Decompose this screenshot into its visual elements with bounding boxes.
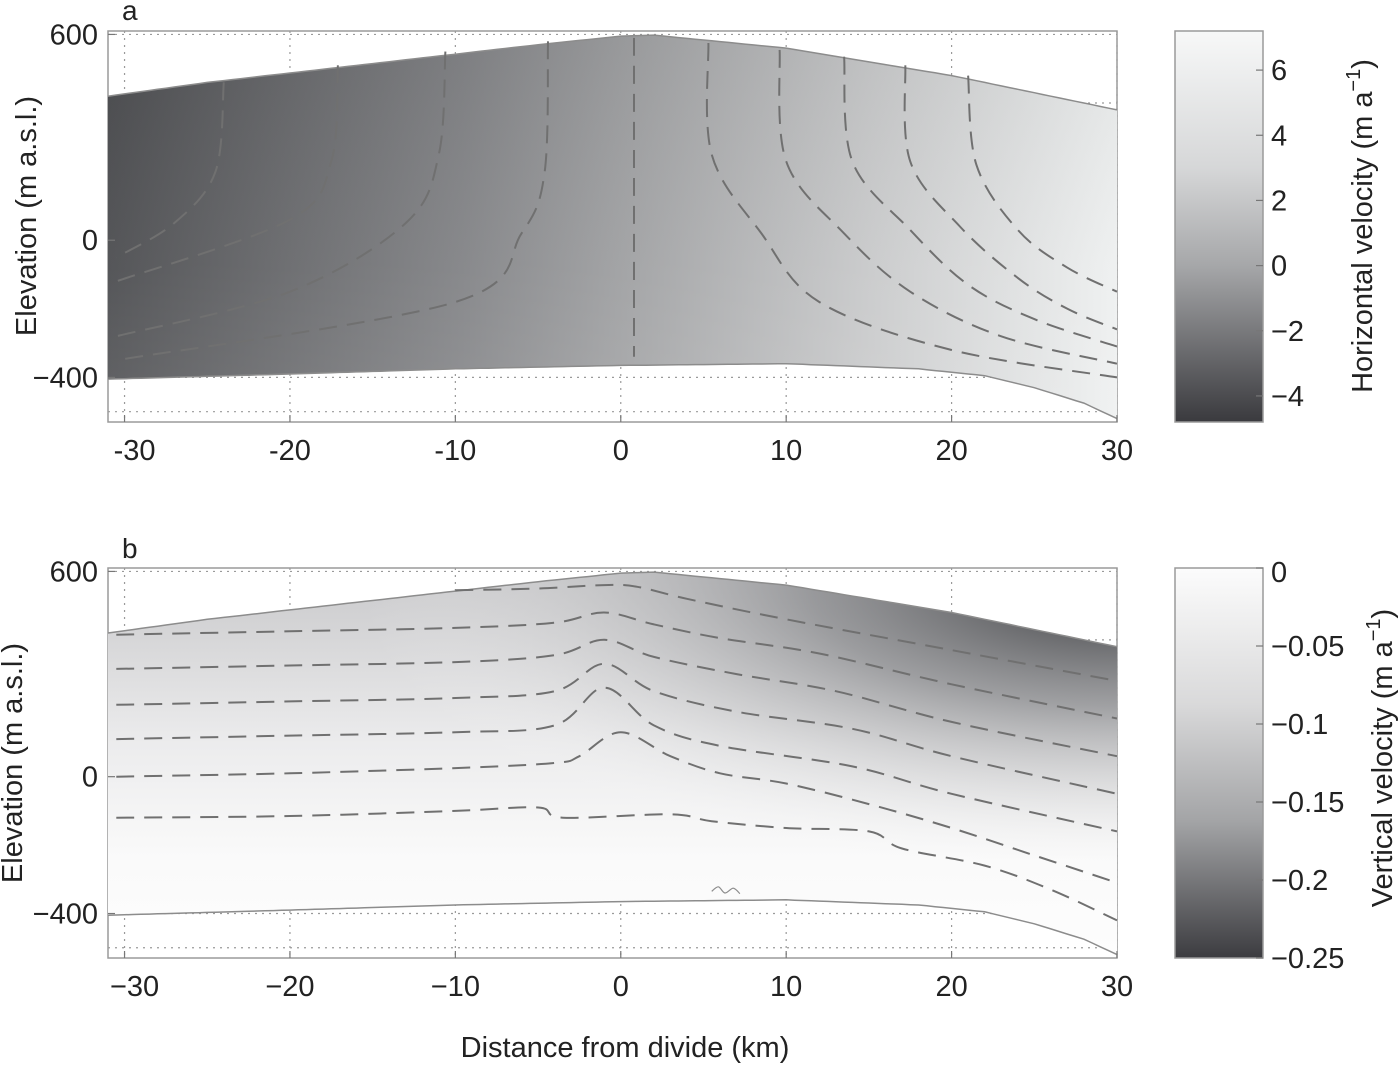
- colorbar-a-ticks: 6 4 2 0 −2 −4: [1256, 55, 1304, 413]
- contour-line: [116, 731, 1118, 884]
- contour-line: [116, 51, 447, 338]
- contour-line: [455, 583, 1118, 682]
- panel-b-ice-shade: [108, 572, 1117, 955]
- colorbar-tick-label: 0: [1271, 251, 1287, 283]
- panel-b-y-ticks: 600 0 −400: [33, 556, 115, 931]
- contour-line: [903, 65, 1118, 331]
- panel-b-letter: b: [122, 533, 138, 564]
- colorbar-tick-label: 2: [1271, 185, 1287, 217]
- contour-line: [116, 806, 1118, 922]
- x-tick-label: −20: [265, 971, 314, 1003]
- colorbar-a-label-close: ): [1347, 59, 1379, 69]
- panel-a-bed-line: [107, 362, 1118, 420]
- colorbar-tick-label: −0.15: [1271, 787, 1344, 819]
- x-tick-label: −10: [431, 971, 480, 1003]
- colorbar-b-label-close: ): [1367, 609, 1399, 619]
- x-tick-label: 30: [1101, 435, 1133, 467]
- x-tick-label: -10: [434, 435, 476, 467]
- colorbar-b-ticks: 0 −0.05 −0.1 −0.15 −0.2 −0.25: [1256, 557, 1344, 975]
- y-tick-label: −400: [33, 899, 98, 931]
- panel-b-surface-line: [107, 571, 1118, 648]
- contour-line: [116, 611, 1118, 720]
- y-tick-label: 0: [82, 762, 98, 794]
- y-tick-label: 600: [50, 556, 98, 588]
- colorbar-a: [1174, 30, 1264, 423]
- panel-a-y-ticks: 600 0 −400: [33, 19, 115, 394]
- x-tick-label: 0: [613, 971, 629, 1003]
- contour-line: [115, 65, 339, 283]
- panel-a-ice-shade: [108, 35, 1117, 419]
- x-tick-label: 30: [1101, 971, 1133, 1003]
- contour-line: [116, 662, 1118, 795]
- panel-a-x-ticks: -30 -20 -10 0 10 20 30: [114, 415, 1133, 467]
- panel-b-x-ticks: −30 −20 −10 0 10 20 30: [110, 951, 1133, 1003]
- panel-a-surface-line: [107, 34, 1118, 111]
- y-tick-label: 600: [50, 19, 98, 51]
- contour-line: [843, 56, 1118, 348]
- y-tick-label: −400: [33, 362, 98, 394]
- colorbar-b-label-text: Vertical velocity (m a: [1367, 640, 1399, 907]
- colorbar-tick-label: −0.05: [1271, 631, 1344, 663]
- x-axis-label: Distance from divide (km): [461, 1032, 790, 1064]
- colorbar-b: [1174, 567, 1264, 959]
- panel-b-contours: [116, 583, 1118, 922]
- contour-line: [116, 41, 549, 362]
- y-tick-label: 0: [82, 225, 98, 257]
- x-tick-label: 0: [613, 435, 629, 467]
- x-tick-label: −30: [110, 971, 159, 1003]
- contour-line: [115, 82, 225, 259]
- panel-a-letter: a: [122, 0, 138, 26]
- colorbar-tick-label: 4: [1271, 120, 1287, 152]
- colorbar-tick-label: −0.25: [1271, 943, 1344, 975]
- colorbar-b-label: Vertical velocity (m a−1): [1363, 609, 1399, 907]
- colorbar-a-label-text: Horizontal velocity (m a: [1347, 91, 1379, 393]
- colorbar-tick-label: 6: [1271, 55, 1287, 87]
- colorbar-b-label-sup: −1: [1363, 618, 1385, 641]
- colorbar-tick-label: −0.1: [1271, 709, 1328, 741]
- x-tick-label: 10: [770, 435, 802, 467]
- contour-line: [116, 638, 1118, 758]
- contour-line: [778, 49, 1118, 365]
- bed-annotation-mark: [711, 886, 741, 895]
- colorbar-a-label-sup: −1: [1343, 69, 1365, 92]
- colorbar-tick-label: −2: [1271, 316, 1304, 348]
- x-tick-label: -20: [269, 435, 311, 467]
- contour-line: [116, 686, 1118, 833]
- colorbar-tick-label: −4: [1271, 381, 1304, 413]
- x-tick-label: 20: [935, 971, 967, 1003]
- x-tick-label: 20: [935, 435, 967, 467]
- colorbar-tick-label: −0.2: [1271, 865, 1328, 897]
- panel-b-ylabel: Elevation (m a.s.l.): [0, 643, 29, 883]
- colorbar-a-label: Horizontal velocity (m a−1): [1343, 59, 1379, 393]
- panel-a-ylabel: Elevation (m a.s.l.): [11, 96, 43, 336]
- contour-line: [705, 42, 1118, 379]
- x-tick-label: 10: [770, 971, 802, 1003]
- x-tick-label: -30: [114, 435, 156, 467]
- colorbar-tick-label: 0: [1271, 557, 1287, 589]
- panel-a-contours: [115, 37, 1118, 379]
- panel-b-bed-line: [107, 899, 1118, 956]
